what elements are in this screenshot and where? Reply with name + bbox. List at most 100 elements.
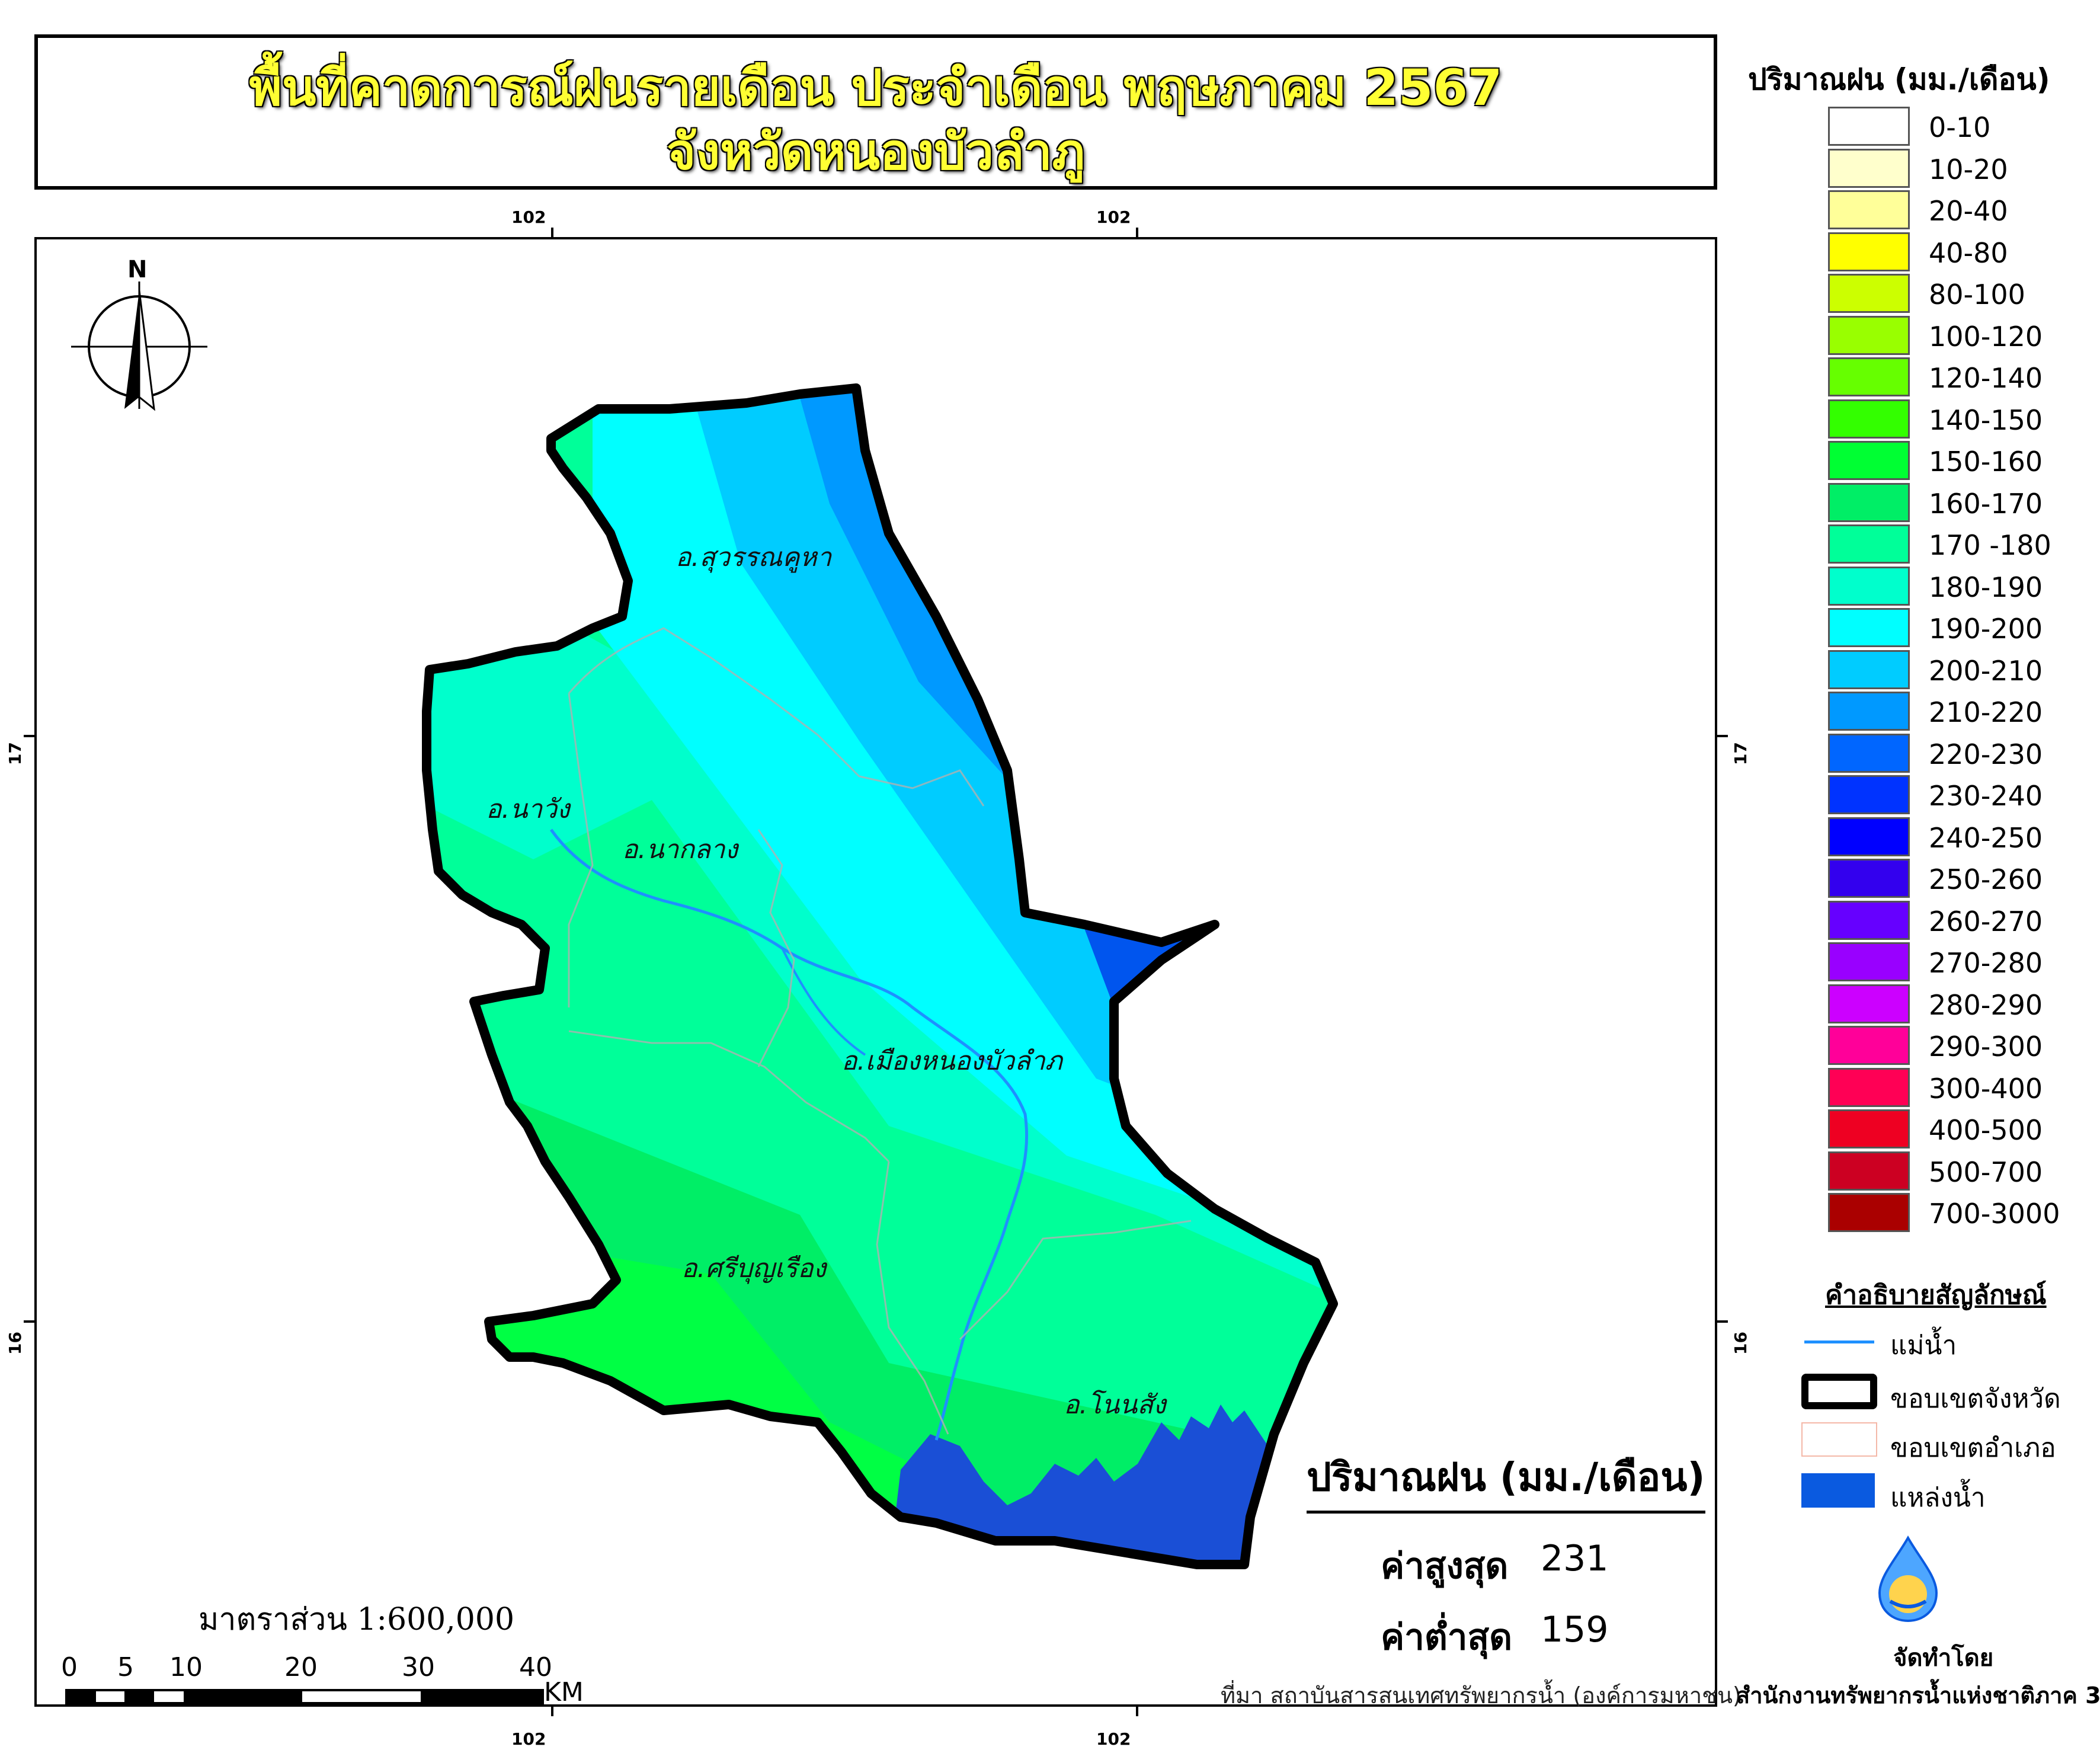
legend-label: 700-3000 [1929,1198,2060,1230]
legend-item: 230-240 [1828,775,2077,817]
legend-swatch [1828,608,1910,647]
legend-item: 250-260 [1828,859,2077,900]
legend-label: 210-220 [1929,696,2043,728]
water-body-symbol-icon [1801,1473,1875,1508]
legend-item: 700-3000 [1828,1193,2077,1234]
legend-item: 140-150 [1828,399,2077,441]
max-value: 231 [1541,1538,1609,1579]
coord-top-left: 102 [511,207,546,227]
legend-item: 20-40 [1828,190,2077,232]
legend-label: 20-40 [1929,195,2008,227]
legend-label: 270-280 [1929,947,2043,979]
symbols-title: คำอธิบายสัญลักษณ์ [1825,1280,2047,1310]
district-label-suwannakhuha: อ.สุวรรณคูหา [676,542,832,572]
legend-swatch [1828,1026,1910,1065]
legend-item: 170 -180 [1828,524,2077,566]
district-label-siboonrueang: อ.ศรีบุญเรือง [681,1253,826,1284]
legend-label: 140-150 [1929,404,2043,436]
legend-swatch [1828,315,1910,355]
scale-tick-20: 20 [284,1652,318,1682]
legend-title: ปริมาณฝน (มม./เดือน) [1748,62,2050,97]
legend-item: 220-230 [1828,733,2077,775]
legend-label: 190-200 [1929,613,2043,645]
legend-item: 180-190 [1828,566,2077,608]
tick-top-left [551,228,553,238]
legend-swatch [1828,1151,1910,1191]
tick-top-right [1136,228,1138,238]
tick-bottom-right [1136,1706,1138,1716]
legend-item: 0-10 [1828,107,2077,148]
north-arrow-icon [71,281,207,411]
legend-swatch [1828,566,1910,606]
legend-label: 120-140 [1929,362,2043,394]
legend-swatch [1828,232,1910,271]
coord-bottom-right: 102 [1096,1729,1131,1749]
legend-swatch [1828,482,1910,522]
legend-label: 260-270 [1929,905,2043,938]
scale-tick-5: 5 [117,1652,134,1682]
legend-item: 260-270 [1828,900,2077,942]
legend-swatch [1828,441,1910,480]
scale-tick-0: 0 [61,1652,78,1682]
scale-tick-40: 40 [519,1652,552,1682]
legend-label: 0-10 [1929,111,1991,143]
scale-bar [65,1689,544,1704]
legend-label: 220-230 [1929,738,2043,770]
legend-swatch [1828,733,1910,773]
legend-item: 400-500 [1828,1109,2077,1151]
map-title-line1: พื้นที่คาดการณ์ฝนรายเดือน ประจำเดือน พฤษ… [249,59,1503,117]
north-label: N [127,256,148,283]
legend-item: 210-220 [1828,692,2077,733]
scale-tick-30: 30 [402,1652,435,1682]
district-label-mueang: อ.เมืองหนองบัวลำภ [841,1046,1062,1076]
legend-item: 300-400 [1828,1067,2077,1109]
district-label-nonsang: อ.โนนสัง [1064,1390,1166,1420]
min-value: 159 [1541,1609,1609,1650]
legend-swatch [1828,650,1910,689]
legend-item: 190-200 [1828,608,2077,650]
producer-label: จัดทำโดย [1893,1645,1994,1672]
legend-label: 250-260 [1929,863,2043,895]
stats-heading: ปริมาณฝน (มม./เดือน) [1307,1446,1705,1514]
agency-logo-icon [1878,1535,1938,1623]
legend-label: 200-210 [1929,654,2043,687]
legend-label: 100-120 [1929,320,2043,353]
legend-item: 100-120 [1828,315,2077,357]
legend-swatch [1828,942,1910,981]
tick-left-upper [24,735,34,737]
legend-swatch [1828,900,1910,940]
scale-ratio: มาตราส่วน 1:600,000 [199,1602,515,1637]
legend-label: 10-20 [1929,153,2008,185]
district-label-nawang: อ.นาวัง [486,794,570,824]
max-label: ค่าสูงสุด [1381,1546,1509,1587]
coord-bottom-left: 102 [511,1729,546,1749]
legend-label: 400-500 [1929,1114,2043,1146]
legend-item: 120-140 [1828,357,2077,399]
legend-item: 290-300 [1828,1026,2077,1067]
legend-label: 170 -180 [1929,529,2051,561]
district-label-naklang: อ.นากลาง [622,834,738,865]
scale-unit: KM [544,1677,584,1707]
legend-swatch [1828,357,1910,396]
river-symbol-icon [1804,1341,1874,1343]
map-title-line2: จังหวัดหนองบัวลำภู [666,123,1086,181]
legend-swatch [1828,524,1910,564]
tick-right-lower [1717,1320,1728,1323]
legend-label: 290-300 [1929,1031,2043,1063]
tick-left-lower [24,1320,34,1323]
legend-item: 270-280 [1828,942,2077,984]
legend-swatch [1828,107,1910,146]
min-label: ค่าต่ำสุด [1381,1617,1513,1658]
source-credit: ที่มา สถาบันสารสนเทศทรัพยากรน้ำ (องค์การ… [1221,1682,1742,1709]
legend-swatch [1828,692,1910,731]
water-body-label: แหล่งน้ำ [1890,1483,1986,1513]
province-boundary-label: ขอบเขตจังหวัด [1890,1384,2061,1414]
legend-swatch [1828,817,1910,856]
coord-top-right: 102 [1096,207,1131,227]
legend-swatch [1828,148,1910,188]
legend-swatch [1828,1193,1910,1232]
legend-label: 230-240 [1929,780,2043,812]
tick-right-upper [1717,735,1728,737]
legend-swatch [1828,859,1910,898]
